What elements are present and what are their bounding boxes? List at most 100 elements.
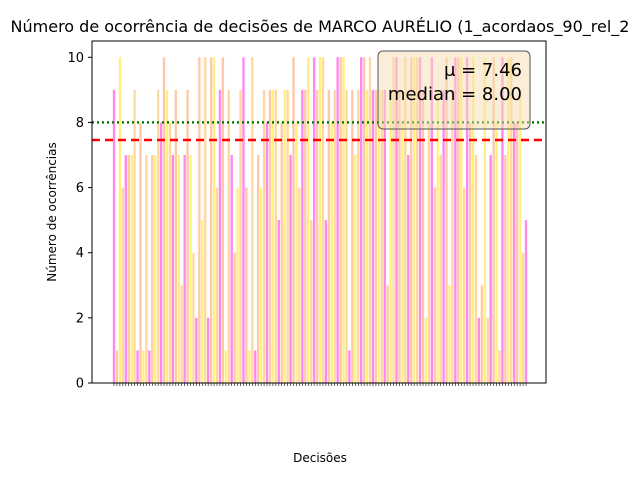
bar: [295, 122, 298, 384]
bar: [154, 155, 157, 383]
bar: [262, 89, 266, 384]
y-tick-label: 8: [76, 116, 84, 131]
bar: [513, 122, 516, 384]
bar: [401, 122, 404, 384]
bar: [201, 220, 204, 383]
bar: [304, 89, 307, 384]
bar: [239, 89, 242, 384]
bar: [463, 187, 466, 383]
bar: [221, 57, 225, 383]
bar: [133, 89, 136, 384]
bar: [495, 122, 498, 384]
bar: [445, 57, 448, 383]
bar: [198, 57, 201, 383]
bar: [454, 57, 457, 383]
bar: [412, 57, 416, 383]
bar: [212, 57, 216, 383]
bar: [404, 57, 407, 383]
bar: [518, 89, 522, 384]
bar: [460, 57, 463, 383]
bar: [448, 285, 451, 383]
y-tick-label: 6: [76, 181, 84, 196]
bar: [498, 350, 501, 383]
bar: [407, 155, 410, 383]
bar: [254, 350, 257, 383]
bar: [351, 89, 354, 384]
bar: [268, 89, 272, 384]
bar: [392, 57, 395, 383]
bar: [277, 220, 280, 383]
median-label: median = 8.00: [388, 84, 522, 105]
bar: [321, 57, 325, 383]
bar: [439, 155, 442, 383]
bar: [327, 89, 330, 384]
mean-label: μ = 7.46: [444, 60, 522, 81]
bar: [180, 285, 183, 383]
bar: [330, 122, 333, 384]
bar: [151, 155, 154, 383]
bar: [171, 155, 175, 383]
bar: [418, 57, 422, 383]
bar: [215, 187, 219, 383]
y-tick-label: 2: [76, 311, 84, 326]
bar: [430, 57, 433, 383]
bar: [357, 89, 360, 384]
bar: [168, 122, 172, 384]
bar: [345, 89, 348, 384]
bar: [309, 220, 313, 383]
bar: [245, 187, 248, 383]
bars-group: [112, 57, 528, 384]
bar: [342, 57, 345, 383]
bar: [515, 122, 519, 384]
bar: [192, 252, 195, 383]
bar: [224, 350, 227, 383]
bar: [415, 57, 419, 383]
chart-title: Número de ocorrência de decisões de MARC…: [11, 17, 630, 37]
bar: [442, 89, 445, 384]
bar: [486, 317, 489, 383]
bar: [159, 122, 163, 384]
bar: [324, 220, 328, 383]
y-tick-label: 4: [76, 246, 84, 261]
stats-box: μ = 7.46 median = 8.00: [377, 50, 531, 130]
bar: [265, 122, 269, 384]
y-tick-label: 10: [67, 51, 84, 66]
bar: [398, 89, 401, 384]
bar: [142, 350, 145, 383]
bar: [383, 89, 386, 384]
bar: [315, 89, 319, 384]
bar: [368, 57, 372, 383]
x-axis-label: Decisões: [293, 451, 347, 465]
bar: [145, 155, 148, 383]
bar: [480, 285, 484, 383]
bar: [339, 57, 342, 383]
bar: [165, 89, 169, 384]
bar: [227, 89, 230, 384]
bar: [492, 57, 495, 383]
bar: [333, 89, 336, 384]
bar: [354, 155, 357, 383]
bar: [271, 89, 275, 384]
bar: [209, 57, 213, 383]
bar: [233, 252, 236, 383]
bar: [130, 155, 133, 383]
bar: [471, 57, 475, 383]
bar: [433, 187, 436, 383]
bar: [118, 57, 122, 383]
bar: [283, 89, 286, 384]
bar: [189, 155, 192, 383]
y-tick-label: 0: [76, 377, 84, 392]
bar: [360, 57, 363, 383]
bar: [124, 155, 127, 383]
bar: [218, 89, 222, 384]
bar: [474, 155, 478, 383]
bar: [477, 317, 481, 383]
bar: [336, 57, 339, 383]
bar: [348, 350, 351, 383]
bar: [468, 122, 472, 384]
bar: [312, 57, 316, 383]
y-ticks: 0 2 4 6 8 10: [67, 51, 92, 392]
bar: [362, 57, 366, 383]
y-axis-label: Número de ocorrências: [45, 142, 59, 282]
bar: [204, 57, 207, 383]
